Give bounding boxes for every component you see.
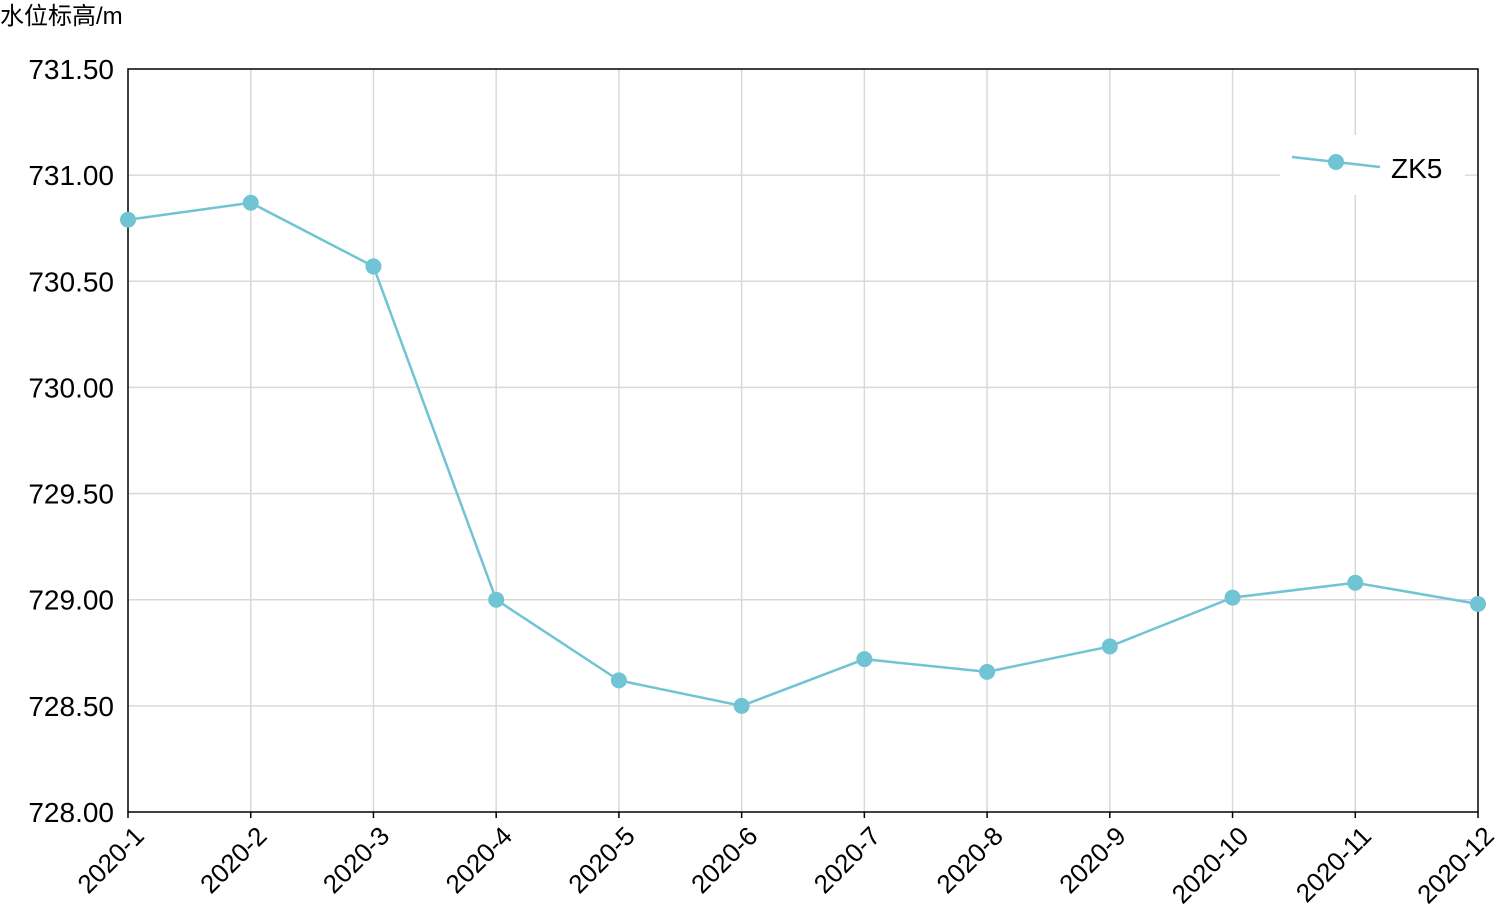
axes: 728.00 728.50 729.00 729.50 730.00 730.50 731.… xyxy=(28,54,1499,909)
grid-lines xyxy=(128,69,1478,812)
data-point xyxy=(120,211,136,228)
data-point xyxy=(365,258,382,275)
plot-frame xyxy=(127,68,1479,813)
x-tick-label: 2020-2 xyxy=(194,821,272,899)
y-tick-label: 728.50 xyxy=(28,691,114,722)
y-tick-label: 729.00 xyxy=(28,585,114,616)
y-tick-label: 729.50 xyxy=(28,479,114,510)
x-tick-label: 2020-5 xyxy=(562,821,640,899)
y-tick-label: 730.00 xyxy=(28,372,114,403)
data-point xyxy=(856,651,873,668)
y-tick-label: 731.50 xyxy=(28,54,114,85)
data-point xyxy=(610,672,627,689)
x-tick-label: 2020-6 xyxy=(685,821,763,899)
data-point xyxy=(1470,595,1486,612)
data-point xyxy=(488,591,505,608)
data-point xyxy=(1224,589,1241,606)
x-tick-label: 2020-12 xyxy=(1411,821,1500,909)
x-tick-label: 2020-8 xyxy=(930,821,1008,899)
x-tick-label: 2020-7 xyxy=(808,821,886,899)
legend: ZK5 xyxy=(1280,135,1465,195)
data-point xyxy=(979,663,996,680)
data-point xyxy=(242,194,259,211)
y-tick-label: 730.50 xyxy=(28,266,114,297)
x-tick-label: 2020-11 xyxy=(1290,821,1377,908)
data-point xyxy=(1347,574,1364,591)
x-tick-label: 2020-4 xyxy=(440,821,518,899)
x-tick-label: 2020-10 xyxy=(1166,821,1255,909)
data-point xyxy=(1101,638,1118,655)
series-group xyxy=(120,194,1486,714)
x-tick-label: 2020-3 xyxy=(317,821,395,899)
y-tick-label: 728.00 xyxy=(28,797,114,828)
y-tick-label: 731.00 xyxy=(28,160,114,191)
legend-marker xyxy=(1328,154,1344,170)
x-tick-label: 2020-9 xyxy=(1053,821,1131,899)
series-line xyxy=(127,201,1479,708)
y-axis-title: 水位标高/m xyxy=(0,3,123,30)
data-point xyxy=(733,697,750,714)
legend-label: ZK5 xyxy=(1391,153,1442,184)
x-tick-label: 2020-1 xyxy=(71,821,149,899)
